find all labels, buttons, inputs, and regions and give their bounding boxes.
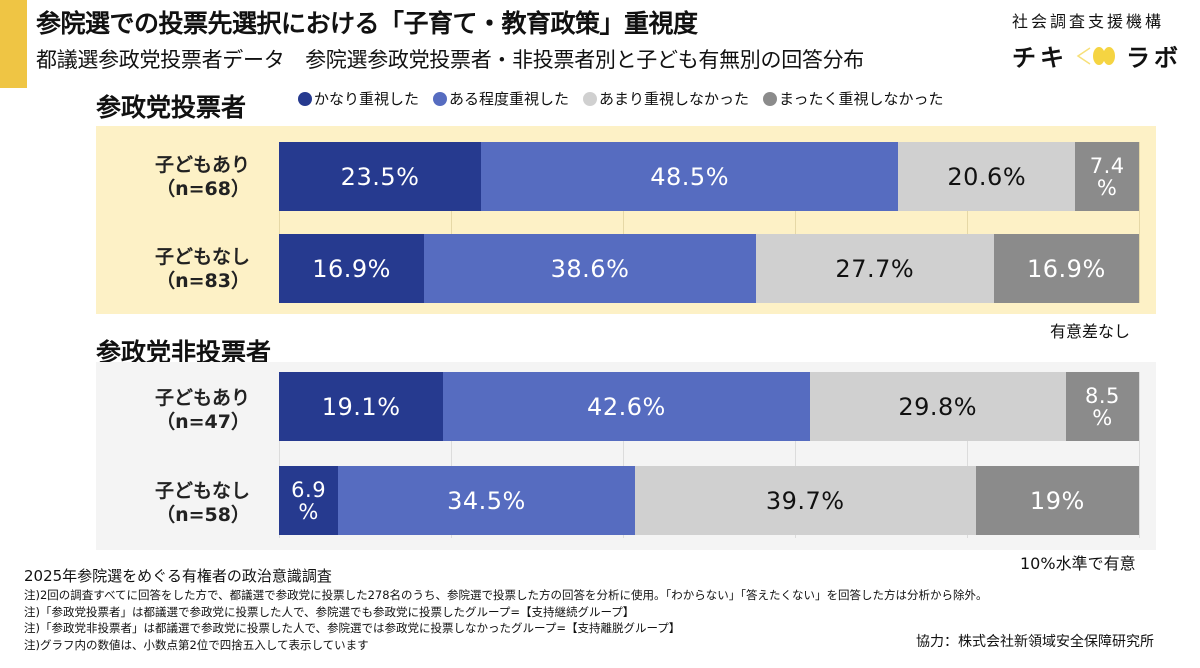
gridline [795,142,796,303]
bar-segment-not-much: 39.7% [634,466,976,535]
data-label-part: % [1092,405,1113,430]
row-label-n: （n=68） [156,178,250,200]
gridline [279,372,280,538]
bar-segment-not-much: 20.6% [898,142,1076,211]
logo-org: 社会調査支援機構 [1012,12,1165,31]
bar-segment-somewhat: 48.5% [481,142,899,211]
gridline [451,142,452,303]
legend-item-somewhat: ある程度重視した [433,88,569,109]
stacked-bar: 19.1% 42.6% 29.8% 8.5% [279,372,1139,441]
section-title-voters: 参政党投票者 [96,93,247,122]
row-label: 子どもなし （n=83） [100,245,250,293]
row-label: 子どもあり （n=47） [100,386,250,434]
row-label-text: 子どもあり [154,387,250,409]
footer-note: 注)グラフ内の数値は、小数点第2位で四捨五入して表示しています [24,637,369,652]
row-label-n: （n=83） [156,270,250,292]
bar-segment-not-much: 27.7% [755,234,994,303]
row-label: 子どもあり （n=68） [100,153,250,201]
bar-segment-strongly: 23.5% [279,142,482,211]
logo-name-right: ラボ [1126,44,1182,72]
data-label-part: % [1096,175,1118,200]
row-label-n: （n=58） [156,504,250,526]
accent-bar [0,0,27,88]
data-label-part: 6.9 [291,477,327,502]
gridline [967,142,968,303]
gridline [451,372,452,538]
bar-segment-not-much: 29.8% [809,372,1066,441]
footer-note: 注)2回の調査すべてに回答をした方で、都議選で参政党に投票した278名のうち、参… [24,588,988,602]
significance-note-nonvoters: 10%水準で有意 [1020,554,1136,573]
footer: 2025年参院選をめぐる有権者の政治意識調査 注)2回の調査すべてに回答をした方… [24,565,988,653]
bar-segment-somewhat: 42.6% [443,372,810,441]
bar-segment-strongly: 6.9% [279,466,339,535]
legend-item-not-at-all: まったく重視しなかった [763,88,943,109]
bar-segment-not-at-all: 8.5% [1065,372,1139,441]
credit: 協力：株式会社新領域安全保障研究所 [916,634,1154,650]
legend-label: ある程度重視した [449,90,570,108]
row-label-text: 子どもあり [154,154,250,176]
eye-icon [1076,46,1115,65]
row-label-text: 子どもなし [154,246,250,268]
footer-note: 注)「参政党非投票者」は都議選で参政党に投票した人で、参院選では参政党に投票しな… [24,621,681,635]
legend-label: かなり重視した [314,90,420,108]
bar-segment-strongly: 16.9% [279,234,425,303]
stacked-bar: 16.9% 38.6% 27.7% 16.9% [279,234,1139,303]
significance-note-voters: 有意差なし [1050,322,1131,341]
gridline [967,372,968,538]
data-label-part: 8.5 [1084,383,1120,408]
bar-segment-not-at-all: 16.9% [993,234,1139,303]
logo-main: チキ ラボ [1012,38,1192,73]
legend-label: まったく重視しなかった [779,90,944,108]
logo: 社会調査支援機構 チキ ラボ [1012,8,1192,73]
data-label-part: % [298,499,319,524]
logo-name-left: チキ [1012,44,1068,72]
gridline [279,142,280,303]
row-label-n: （n=47） [156,411,250,433]
legend-dot-icon [583,91,598,106]
stacked-bar: 6.9% 34.5% 39.7% 19% [279,466,1139,535]
bar-segment-somewhat: 38.6% [424,234,756,303]
bar-segment-not-at-all: 7.4% [1075,142,1139,211]
page-subtitle: 都議選参政党投票者データ 参院選参政党投票者・非投票者別と子ども有無別の回答分布 [36,48,864,72]
gridline [795,372,796,538]
footer-source: 2025年参院選をめぐる有権者の政治意識調査 [24,567,332,585]
legend-dot-icon [298,91,312,106]
legend-item-not-much: あまり重視しなかった [583,88,749,109]
row-label-text: 子どもなし [154,480,250,502]
stacked-bar: 23.5% 48.5% 20.6% 7.4% [279,142,1139,211]
bar-segment-strongly: 19.1% [279,372,444,441]
data-label-part: 7.4 [1089,153,1125,178]
gridline [623,372,624,538]
bar-segment-somewhat: 34.5% [338,466,635,535]
gridline [623,142,624,303]
legend-dot-icon [763,91,778,106]
legend-label: あまり重視しなかった [599,90,750,108]
row-label: 子どもなし （n=58） [100,479,250,527]
page-title: 参院選での投票先選択における「子育て・教育政策」重視度 [36,9,698,38]
chart-legend: かなり重視した ある程度重視した あまり重視しなかった まったく重視しなかった [298,88,943,109]
gridline [1139,142,1140,303]
footer-note: 注)「参政党投票者」は都議選で参政党に投票した人で、参院選でも参政党に投票したグ… [24,604,635,619]
legend-dot-icon [433,91,448,106]
legend-item-strongly: かなり重視した [298,88,419,109]
gridline [1139,372,1140,538]
bar-segment-not-at-all: 19% [975,466,1139,535]
